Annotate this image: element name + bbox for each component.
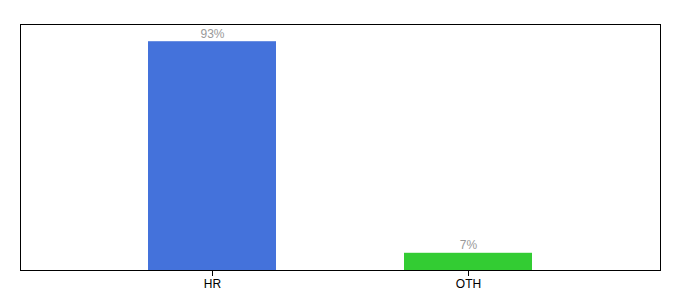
svg-text:OTH: OTH bbox=[456, 277, 481, 291]
svg-text:HR: HR bbox=[204, 277, 222, 291]
svg-text:7%: 7% bbox=[460, 238, 478, 252]
svg-text:93%: 93% bbox=[200, 27, 224, 41]
